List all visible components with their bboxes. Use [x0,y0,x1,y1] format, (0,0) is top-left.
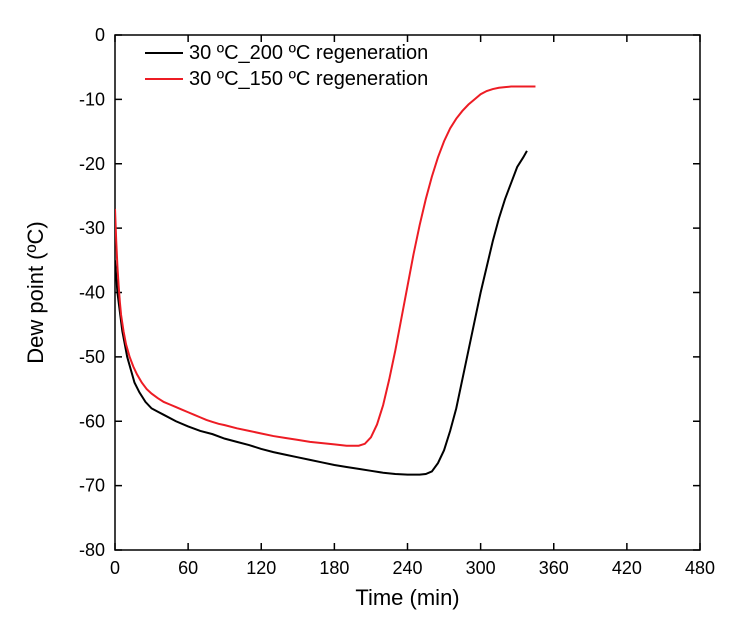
y-tick-label: -20 [79,154,105,174]
legend-label: 30 ºC_200 ºC regeneration [189,42,428,64]
x-tick-label: 360 [539,558,569,578]
x-tick-label: 240 [392,558,422,578]
chart-background [0,0,756,624]
x-axis-title: Time (min) [355,585,459,610]
x-tick-label: 180 [319,558,349,578]
y-tick-label: -40 [79,283,105,303]
x-tick-label: 420 [612,558,642,578]
y-axis-title: Dew point (ºC) [23,221,48,364]
y-tick-label: -70 [79,476,105,496]
legend-label: 30 ºC_150 ºC regeneration [189,68,428,90]
x-tick-label: 60 [178,558,198,578]
y-tick-label: 0 [95,25,105,45]
y-tick-label: -10 [79,89,105,109]
y-tick-label: -50 [79,347,105,367]
y-tick-label: -30 [79,218,105,238]
y-tick-label: -60 [79,411,105,431]
x-tick-label: 0 [110,558,120,578]
x-tick-label: 120 [246,558,276,578]
x-tick-label: 480 [685,558,715,578]
dewpoint-chart: 0 60 120 180 240 300 360 420 480 0 -10 -20 -30 -40 -50… [0,0,756,624]
y-tick-label: -80 [79,540,105,560]
x-tick-label: 300 [466,558,496,578]
